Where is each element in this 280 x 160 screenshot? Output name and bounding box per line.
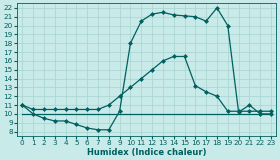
- X-axis label: Humidex (Indice chaleur): Humidex (Indice chaleur): [87, 148, 206, 156]
